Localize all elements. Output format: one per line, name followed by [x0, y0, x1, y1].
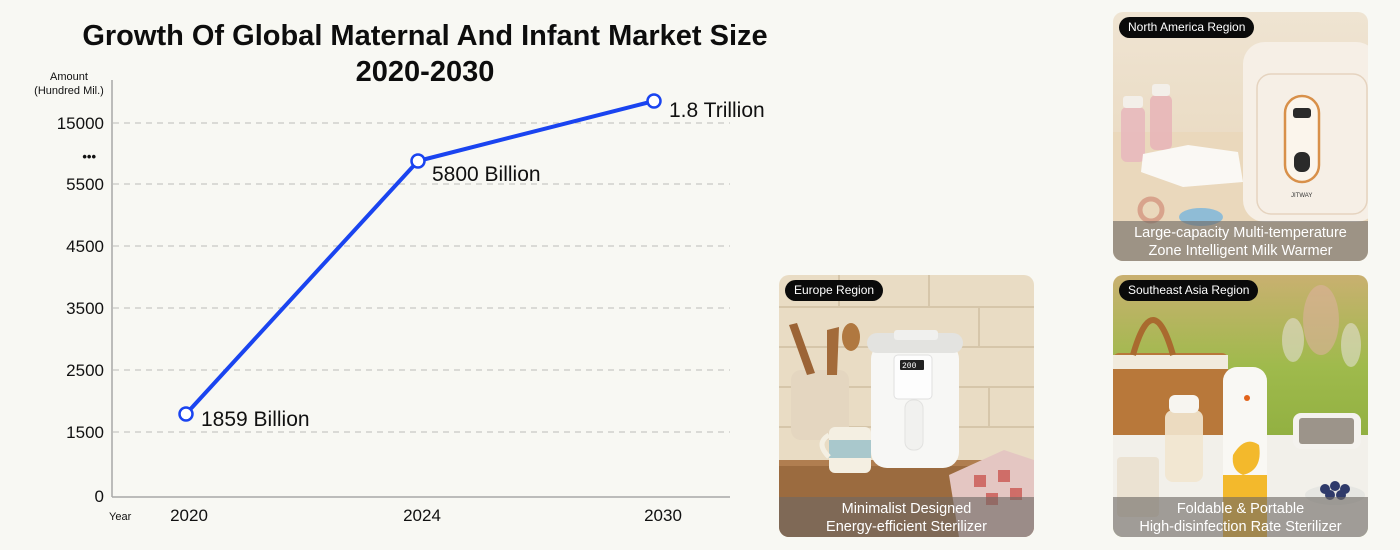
y-axis-title: Amount (Hundred Mil.) — [26, 70, 112, 98]
y-tick-label: 3500 — [66, 299, 104, 318]
y-axis-title-line1: Amount — [50, 71, 88, 83]
data-point-2020[interactable] — [178, 406, 194, 422]
caption-line1: Minimalist Designed — [841, 501, 972, 517]
y-tick-label: 0 — [95, 487, 104, 506]
y-tick-label: 4500 — [66, 237, 104, 256]
region-badge: Europe Region — [785, 280, 884, 301]
y-tick-label: 2500 — [66, 361, 104, 380]
svg-text:200: 200 — [902, 362, 917, 371]
data-point-2024[interactable] — [410, 153, 426, 169]
card-europe[interactable]: 200 Europe Region Minimalist Designed En… — [779, 275, 1034, 537]
product-caption: Large-capacity Multi-temperature Zone In… — [1113, 221, 1368, 261]
line-chart: 15000 ••• 5500 4500 3500 2500 1500 0 Yea… — [57, 80, 765, 525]
y-tick-label: 15000 — [57, 114, 104, 133]
y-axis-break-dots: ••• — [82, 149, 96, 164]
x-axis-title: Year — [109, 511, 132, 523]
data-label-2024: 5800 Billion — [432, 163, 541, 186]
chart-title-line1: Growth Of Global Maternal And Infant Mar… — [82, 20, 768, 52]
card-north-america[interactable]: JITWAY North America Region Large-capaci… — [1113, 12, 1368, 261]
caption-line2: Zone Intelligent Milk Warmer — [1148, 243, 1333, 259]
caption-line2: High-disinfection Rate Sterilizer — [1139, 519, 1342, 535]
caption-line2: Energy-efficient Sterilizer — [826, 519, 987, 535]
data-label-2030: 1.8 Trillion — [669, 99, 765, 122]
y-tick-label: 5500 — [66, 175, 104, 194]
region-badge: North America Region — [1119, 17, 1255, 38]
caption-line1: Foldable & Portable — [1176, 501, 1305, 517]
card-southeast-asia[interactable]: Southeast Asia Region Foldable & Portabl… — [1113, 275, 1368, 537]
x-tick-label: 2024 — [403, 506, 441, 525]
region-badge: Southeast Asia Region — [1119, 280, 1259, 301]
product-caption: Minimalist Designed Energy-efficient Ste… — [779, 497, 1034, 537]
x-tick-label: 2030 — [644, 506, 682, 525]
chart-title-line2: 2020-2030 — [355, 56, 495, 88]
data-point-2030[interactable] — [646, 93, 662, 109]
chart-title: Growth Of Global Maternal And Infant Mar… — [40, 18, 810, 90]
svg-text:JITWAY: JITWAY — [1291, 193, 1312, 199]
y-tick-label: 1500 — [66, 423, 104, 442]
y-axis-title-line2: (Hundred Mil.) — [34, 85, 104, 97]
series-line — [184, 99, 655, 416]
caption-line1: Large-capacity Multi-temperature — [1134, 225, 1347, 241]
data-label-2020: 1859 Billion — [201, 408, 310, 431]
x-tick-label: 2020 — [170, 506, 208, 525]
gridlines — [113, 122, 730, 433]
product-caption: Foldable & Portable High-disinfection Ra… — [1113, 497, 1368, 537]
